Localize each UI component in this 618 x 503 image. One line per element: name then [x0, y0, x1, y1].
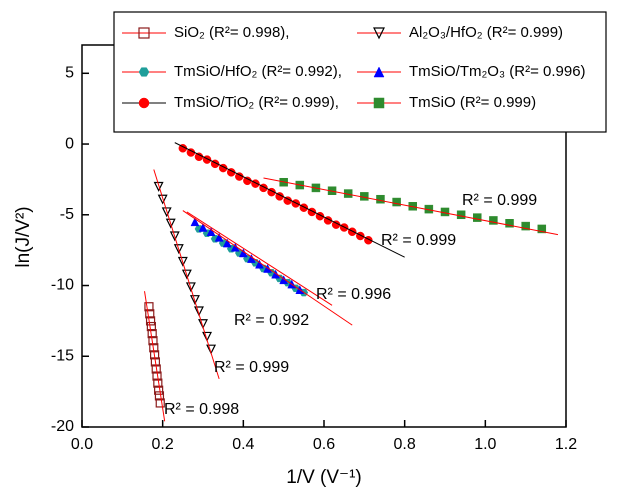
marker [373, 27, 385, 40]
marker [153, 181, 164, 192]
marker [144, 302, 154, 312]
marker [161, 207, 172, 218]
marker [138, 97, 150, 109]
marker [198, 319, 208, 330]
marker [206, 227, 216, 237]
y-tick-label: 0 [65, 135, 74, 152]
fit-label: R² = 0.999 [462, 192, 537, 209]
legend-label: TmSiO/TiO₂ (R²= 0.999), [174, 94, 339, 111]
x-tick-label: 1.0 [474, 436, 496, 453]
marker [373, 66, 385, 78]
marker [146, 321, 156, 332]
x-tick-label: 0.6 [313, 436, 335, 453]
y-tick-label: -10 [51, 277, 74, 294]
fit-label: R² = 0.999 [214, 359, 289, 376]
x-tick-label: 0.2 [152, 436, 174, 453]
marker [537, 224, 547, 234]
marker [150, 357, 161, 367]
marker [299, 203, 309, 212]
marker [243, 176, 252, 186]
marker [185, 282, 196, 293]
x-tick-label: 0.8 [394, 436, 416, 453]
marker [138, 27, 150, 39]
legend-label: TmSiO/HfO₂ (R²= 0.992), [174, 63, 342, 80]
marker [189, 295, 200, 306]
fit-label: R² = 0.992 [234, 312, 309, 329]
fit-label: R² = 0.996 [316, 286, 391, 303]
marker [222, 238, 232, 248]
marker [521, 221, 530, 231]
fit-line [182, 210, 353, 326]
y-tick-label: -15 [51, 347, 74, 364]
legend: SiO₂ (R²= 0.998), Al₂O₃/HfO₂ (R²= 0.999) T… [113, 11, 607, 133]
marker [138, 67, 150, 77]
x-axis-title: 1/V (V⁻¹) [286, 467, 361, 488]
marker [206, 344, 217, 355]
marker [373, 97, 385, 109]
marker [177, 256, 188, 267]
marker [251, 179, 260, 188]
marker [202, 331, 213, 342]
x-tick-label: 1.2 [555, 436, 577, 453]
legend-label: TmSiO/Tm₂O₃ (R²= 0.996) [409, 63, 586, 80]
marker [392, 197, 401, 207]
marker [489, 216, 498, 225]
y-tick-label: -20 [51, 418, 74, 435]
marker [169, 231, 180, 242]
fit-line [186, 211, 333, 306]
marker [155, 398, 165, 408]
marker [181, 269, 192, 280]
marker [145, 309, 155, 319]
marker [154, 385, 164, 395]
marker [473, 213, 482, 222]
marker [145, 316, 156, 326]
fit-line [144, 291, 166, 422]
fit-label: R² = 0.998 [164, 401, 239, 418]
marker [193, 306, 204, 317]
marker [194, 152, 204, 162]
marker [173, 244, 184, 255]
legend-label: Al₂O₃/HfO₂ (R²= 0.999) [409, 24, 563, 41]
marker [347, 227, 357, 237]
x-tick-label: 0.0 [71, 436, 93, 453]
fit-line [174, 142, 405, 258]
marker [165, 218, 176, 229]
marker [456, 210, 466, 220]
y-tick-label: -5 [60, 206, 74, 223]
legend-label: TmSiO (R²= 0.999) [409, 94, 536, 111]
y-tick-label: 5 [65, 65, 74, 82]
marker [198, 222, 208, 232]
marker [154, 391, 165, 401]
marker [190, 217, 200, 227]
x-tick-label: 0.4 [232, 436, 254, 453]
legend-label: SiO₂ (R²= 0.998), [174, 24, 289, 41]
marker [505, 219, 514, 228]
fit-line [263, 177, 559, 236]
marker [157, 194, 168, 205]
fit-line [153, 169, 220, 380]
fit-label: R² = 0.999 [381, 232, 456, 249]
marker [376, 194, 385, 204]
marker [214, 232, 224, 242]
marker [263, 263, 272, 273]
y-axis-title: ln(J/V²) [13, 206, 34, 267]
